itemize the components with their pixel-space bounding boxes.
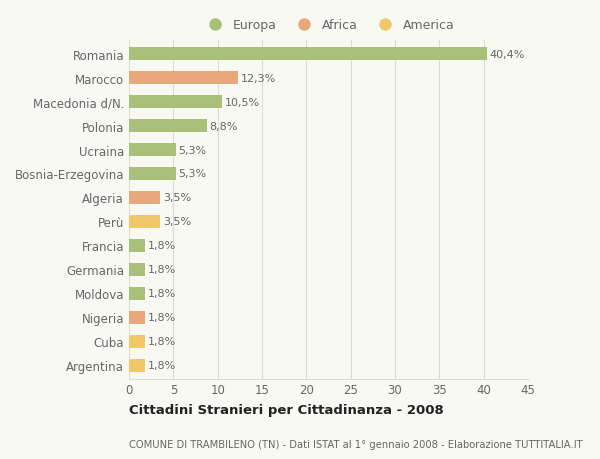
Bar (129, 263, 145, 276)
Text: Cittadini Stranieri per Cittadinanza - 2008: Cittadini Stranieri per Cittadinanza - 2… (129, 403, 444, 416)
Text: 1,8%: 1,8% (148, 336, 176, 347)
Text: COMUNE DI TRAMBILENO (TN) - Dati ISTAT al 1° gennaio 2008 - Elaborazione TUTTITA: COMUNE DI TRAMBILENO (TN) - Dati ISTAT a… (129, 440, 583, 449)
Bar (129, 287, 145, 300)
Text: 8,8%: 8,8% (209, 121, 238, 131)
Text: 1,8%: 1,8% (148, 313, 176, 323)
Text: 1,8%: 1,8% (148, 289, 176, 299)
Text: 1,8%: 1,8% (148, 360, 176, 370)
Bar (129, 191, 160, 205)
Bar (129, 72, 238, 85)
Bar (129, 96, 222, 109)
Bar (129, 359, 145, 372)
Text: 10,5%: 10,5% (225, 97, 260, 107)
Bar (129, 239, 145, 252)
Text: 1,8%: 1,8% (148, 265, 176, 275)
Text: 1,8%: 1,8% (148, 241, 176, 251)
Bar (129, 335, 145, 348)
Bar (129, 144, 176, 157)
Bar (129, 168, 176, 181)
Text: 3,5%: 3,5% (163, 193, 191, 203)
Bar (129, 48, 487, 61)
Text: 12,3%: 12,3% (241, 73, 276, 84)
Text: 5,3%: 5,3% (179, 145, 207, 155)
Text: 5,3%: 5,3% (179, 169, 207, 179)
Legend: Europa, Africa, America: Europa, Africa, America (199, 16, 458, 36)
Bar (129, 311, 145, 324)
Bar (129, 120, 207, 133)
Text: 40,4%: 40,4% (490, 50, 525, 60)
Text: 3,5%: 3,5% (163, 217, 191, 227)
Bar (129, 215, 160, 229)
